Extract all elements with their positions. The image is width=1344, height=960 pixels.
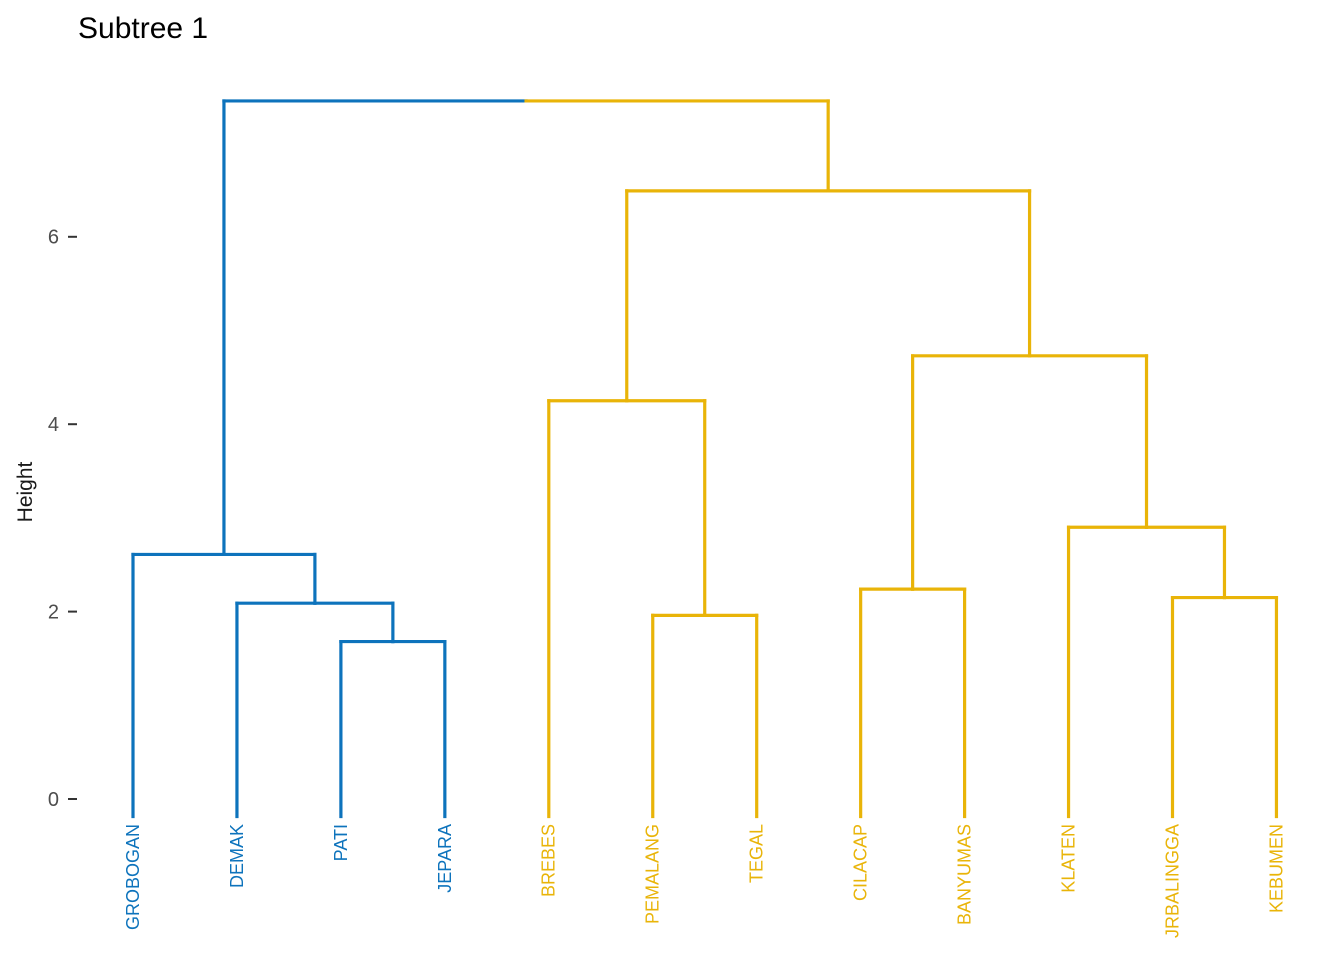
plot-title: Subtree 1 [78, 12, 209, 45]
y-tick-label: 0 [48, 789, 59, 811]
leaf-label: JEPARA [435, 824, 455, 893]
y-tick-label: 4 [48, 414, 59, 436]
leaf-label: JRBALINGGA [1162, 824, 1182, 938]
leaf-label: GROBOGAN [123, 824, 143, 930]
y-tick-label: 2 [48, 601, 59, 623]
y-tick-label: 6 [48, 227, 59, 249]
leaf-label: TEGAL [747, 824, 767, 883]
leaf-label: KEBUMEN [1266, 824, 1286, 913]
leaf-label: CILACAP [851, 824, 871, 901]
leaf-label: BREBES [539, 824, 559, 897]
leaf-label: DEMAK [227, 824, 247, 888]
leaf-label: PATI [331, 824, 351, 861]
leaf-label: BANYUMAS [955, 824, 975, 925]
leaf-label: KLATEN [1058, 824, 1078, 893]
y-axis-title: Height [14, 461, 37, 523]
leaf-label: PEMALANG [643, 824, 663, 924]
